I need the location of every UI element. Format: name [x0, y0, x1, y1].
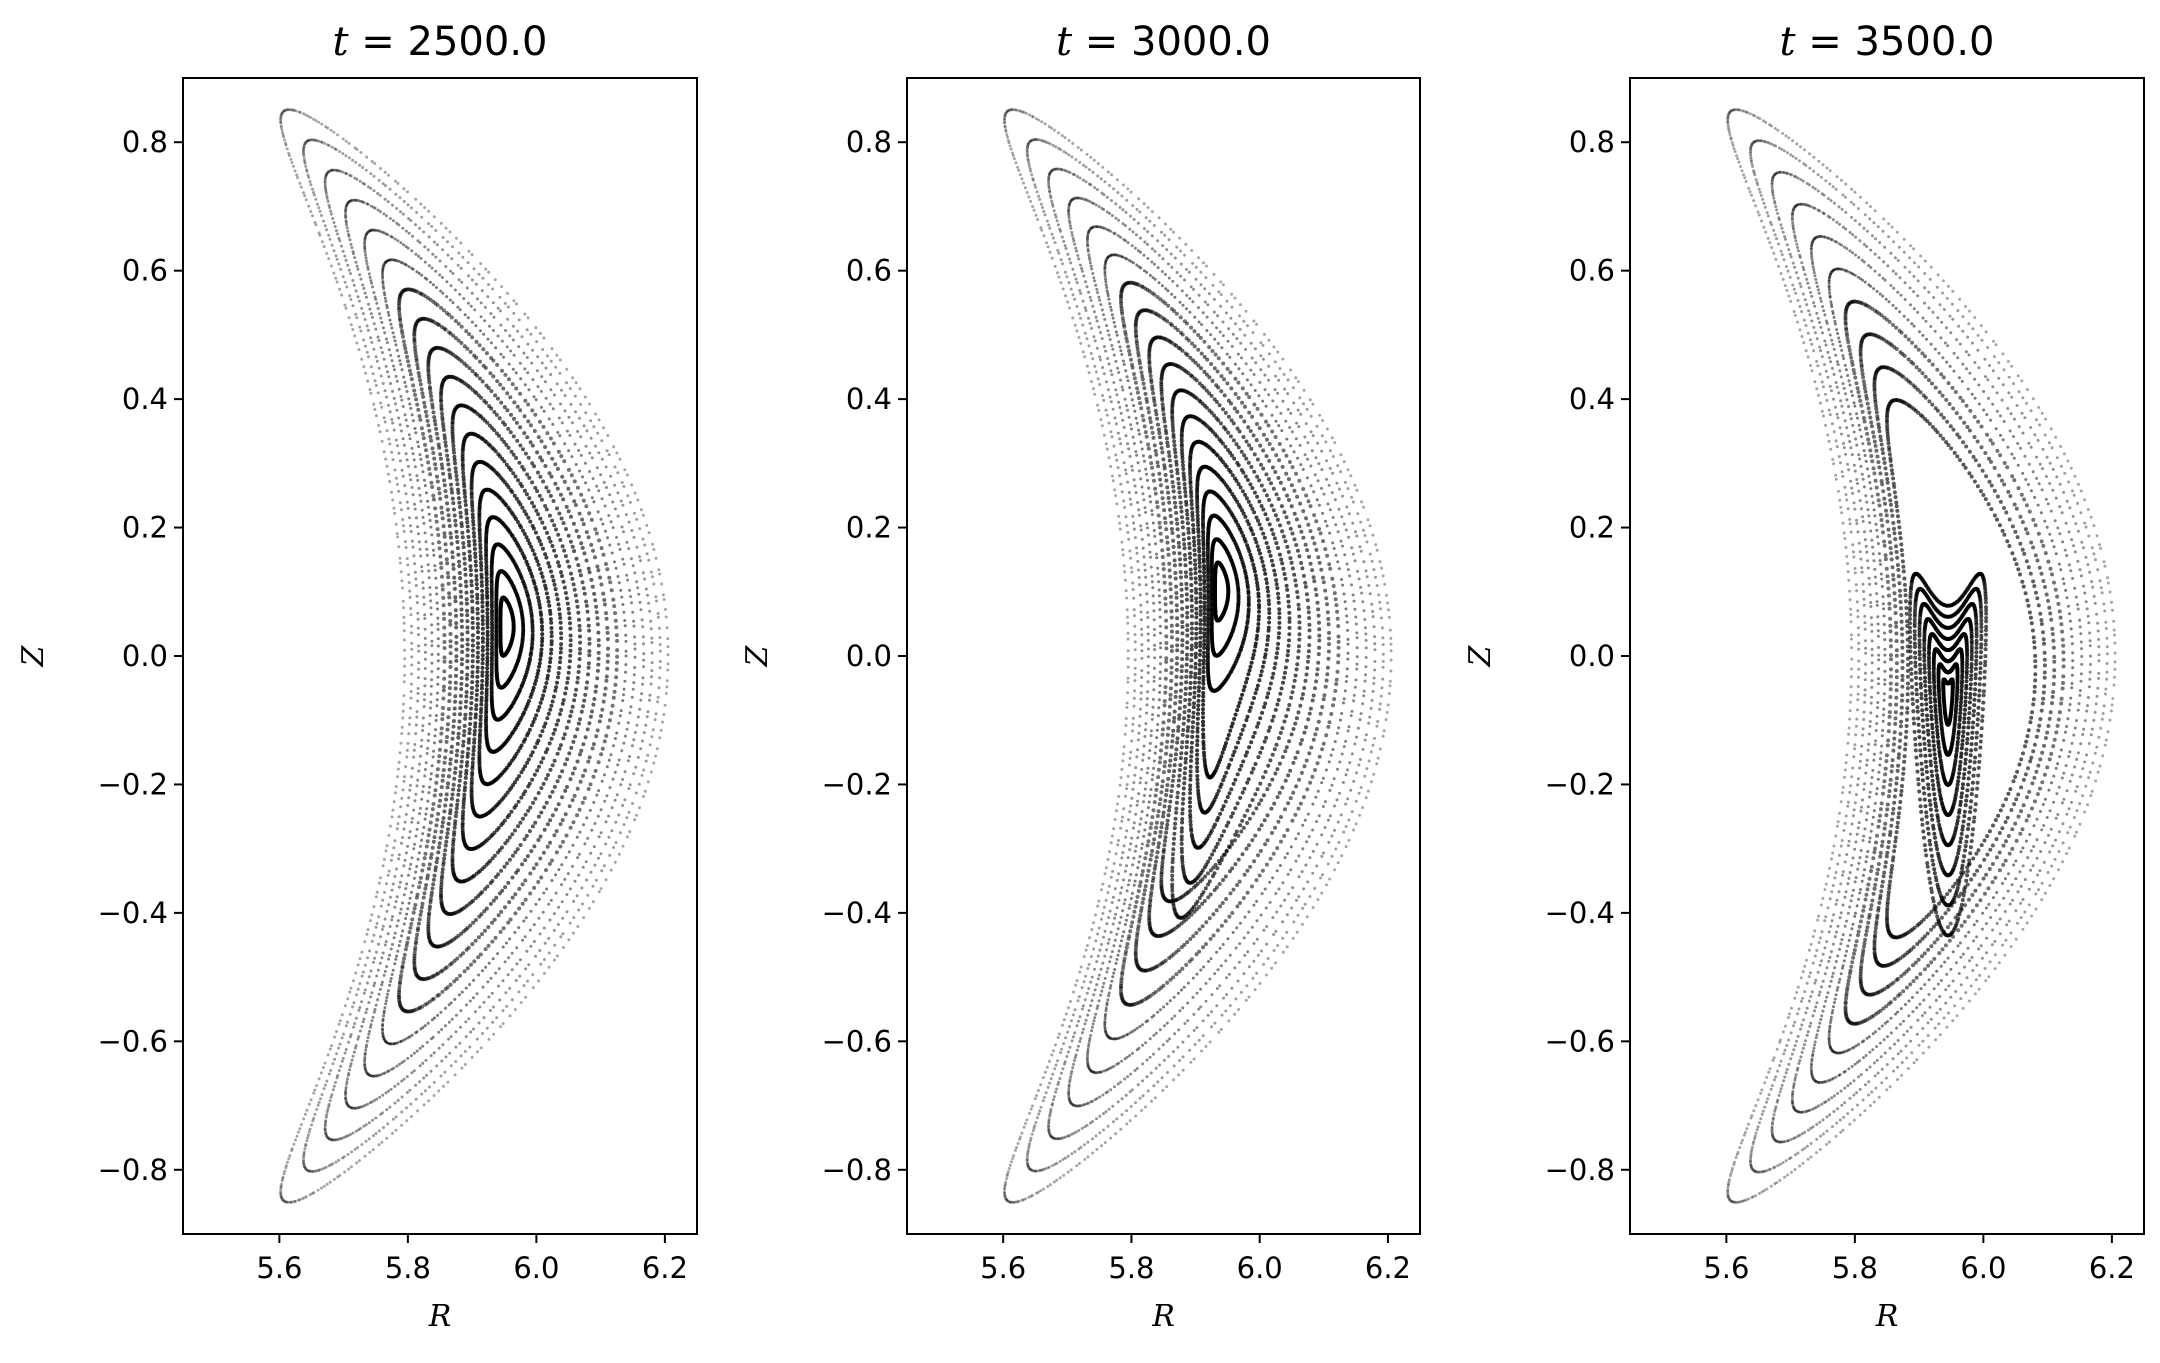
x-tick-label: 6.2 [642, 1251, 688, 1285]
y-tick-label: 0.6 [122, 254, 168, 288]
y-axis-label: Z [1463, 644, 1498, 667]
y-tick-label: −0.4 [822, 896, 892, 930]
y-tick-label: −0.6 [98, 1024, 168, 1058]
x-axis-label: R [428, 1299, 452, 1334]
y-tick-label: 0.2 [122, 511, 168, 545]
y-axis-label: Z [740, 644, 775, 667]
panel-1: 5.6 5.8 6.0 6.2 0.8 0.6 0.4 0.2 0.0 −0.2 −0.4 −0.6 −… [16, 19, 698, 1334]
panel-title: t = 3500.0 [1780, 19, 1995, 65]
y-tick-label: 0.8 [122, 125, 168, 159]
axes-frame [182, 77, 698, 1235]
x-tick-label: 6.2 [2089, 1251, 2135, 1285]
y-tick-label: 0.8 [1569, 125, 1615, 159]
axes-frame [1629, 77, 2145, 1235]
y-tick-label: −0.2 [98, 767, 168, 801]
y-tick-label: 0.2 [1569, 511, 1615, 545]
y-tick-label: −0.8 [1545, 1153, 1615, 1187]
y-tick-label: −0.8 [822, 1153, 892, 1187]
y-tick-label: 0.4 [1569, 382, 1615, 416]
y-tick-label: −0.6 [1545, 1024, 1615, 1058]
y-tick-label: 0.0 [122, 639, 168, 673]
y-tick-label: −0.2 [1545, 767, 1615, 801]
y-tick-label: 0.4 [122, 382, 168, 416]
y-tick-label: 0.8 [846, 125, 892, 159]
x-tick-label: 5.6 [1703, 1251, 1749, 1285]
poincare-points [279, 108, 670, 1204]
y-tick-label: 0.0 [1569, 639, 1615, 673]
panel-3: 5.6 5.8 6.0 6.2 0.8 0.6 0.4 0.2 0.0 −0.2 −0.4 −0.6 −… [1463, 19, 2145, 1334]
y-tick-label: −0.8 [98, 1153, 168, 1187]
y-tick-label: −0.4 [1545, 896, 1615, 930]
x-tick-label: 5.8 [1108, 1251, 1154, 1285]
y-tick-label: 0.2 [846, 511, 892, 545]
y-axis-label: Z [16, 644, 51, 667]
poincare-points [1003, 108, 1393, 1204]
y-tick-label: −0.2 [822, 767, 892, 801]
x-tick-label: 5.6 [980, 1251, 1026, 1285]
x-tick-label: 5.6 [256, 1251, 302, 1285]
y-tick-label: 0.6 [846, 254, 892, 288]
x-tick-label: 6.0 [513, 1251, 559, 1285]
x-tick-label: 5.8 [385, 1251, 431, 1285]
x-tick-label: 6.0 [1960, 1251, 2006, 1285]
poincare-points [1726, 108, 2117, 1204]
panel-title: t = 2500.0 [333, 19, 548, 65]
y-tick-label: 0.4 [846, 382, 892, 416]
x-axis-label: R [1151, 1299, 1175, 1334]
x-axis-label: R [1875, 1299, 1899, 1334]
panel-title: t = 3000.0 [1056, 19, 1271, 65]
y-tick-label: 0.0 [846, 639, 892, 673]
x-tick-label: 5.8 [1832, 1251, 1878, 1285]
y-tick-label: −0.6 [822, 1024, 892, 1058]
x-tick-label: 6.0 [1237, 1251, 1283, 1285]
y-tick-label: −0.4 [98, 896, 168, 930]
y-tick-label: 0.6 [1569, 254, 1615, 288]
panel-2: 5.6 5.8 6.0 6.2 0.8 0.6 0.4 0.2 0.0 −0.2 −0.4 −0.6 −… [740, 19, 1421, 1334]
x-tick-label: 6.2 [1365, 1251, 1411, 1285]
